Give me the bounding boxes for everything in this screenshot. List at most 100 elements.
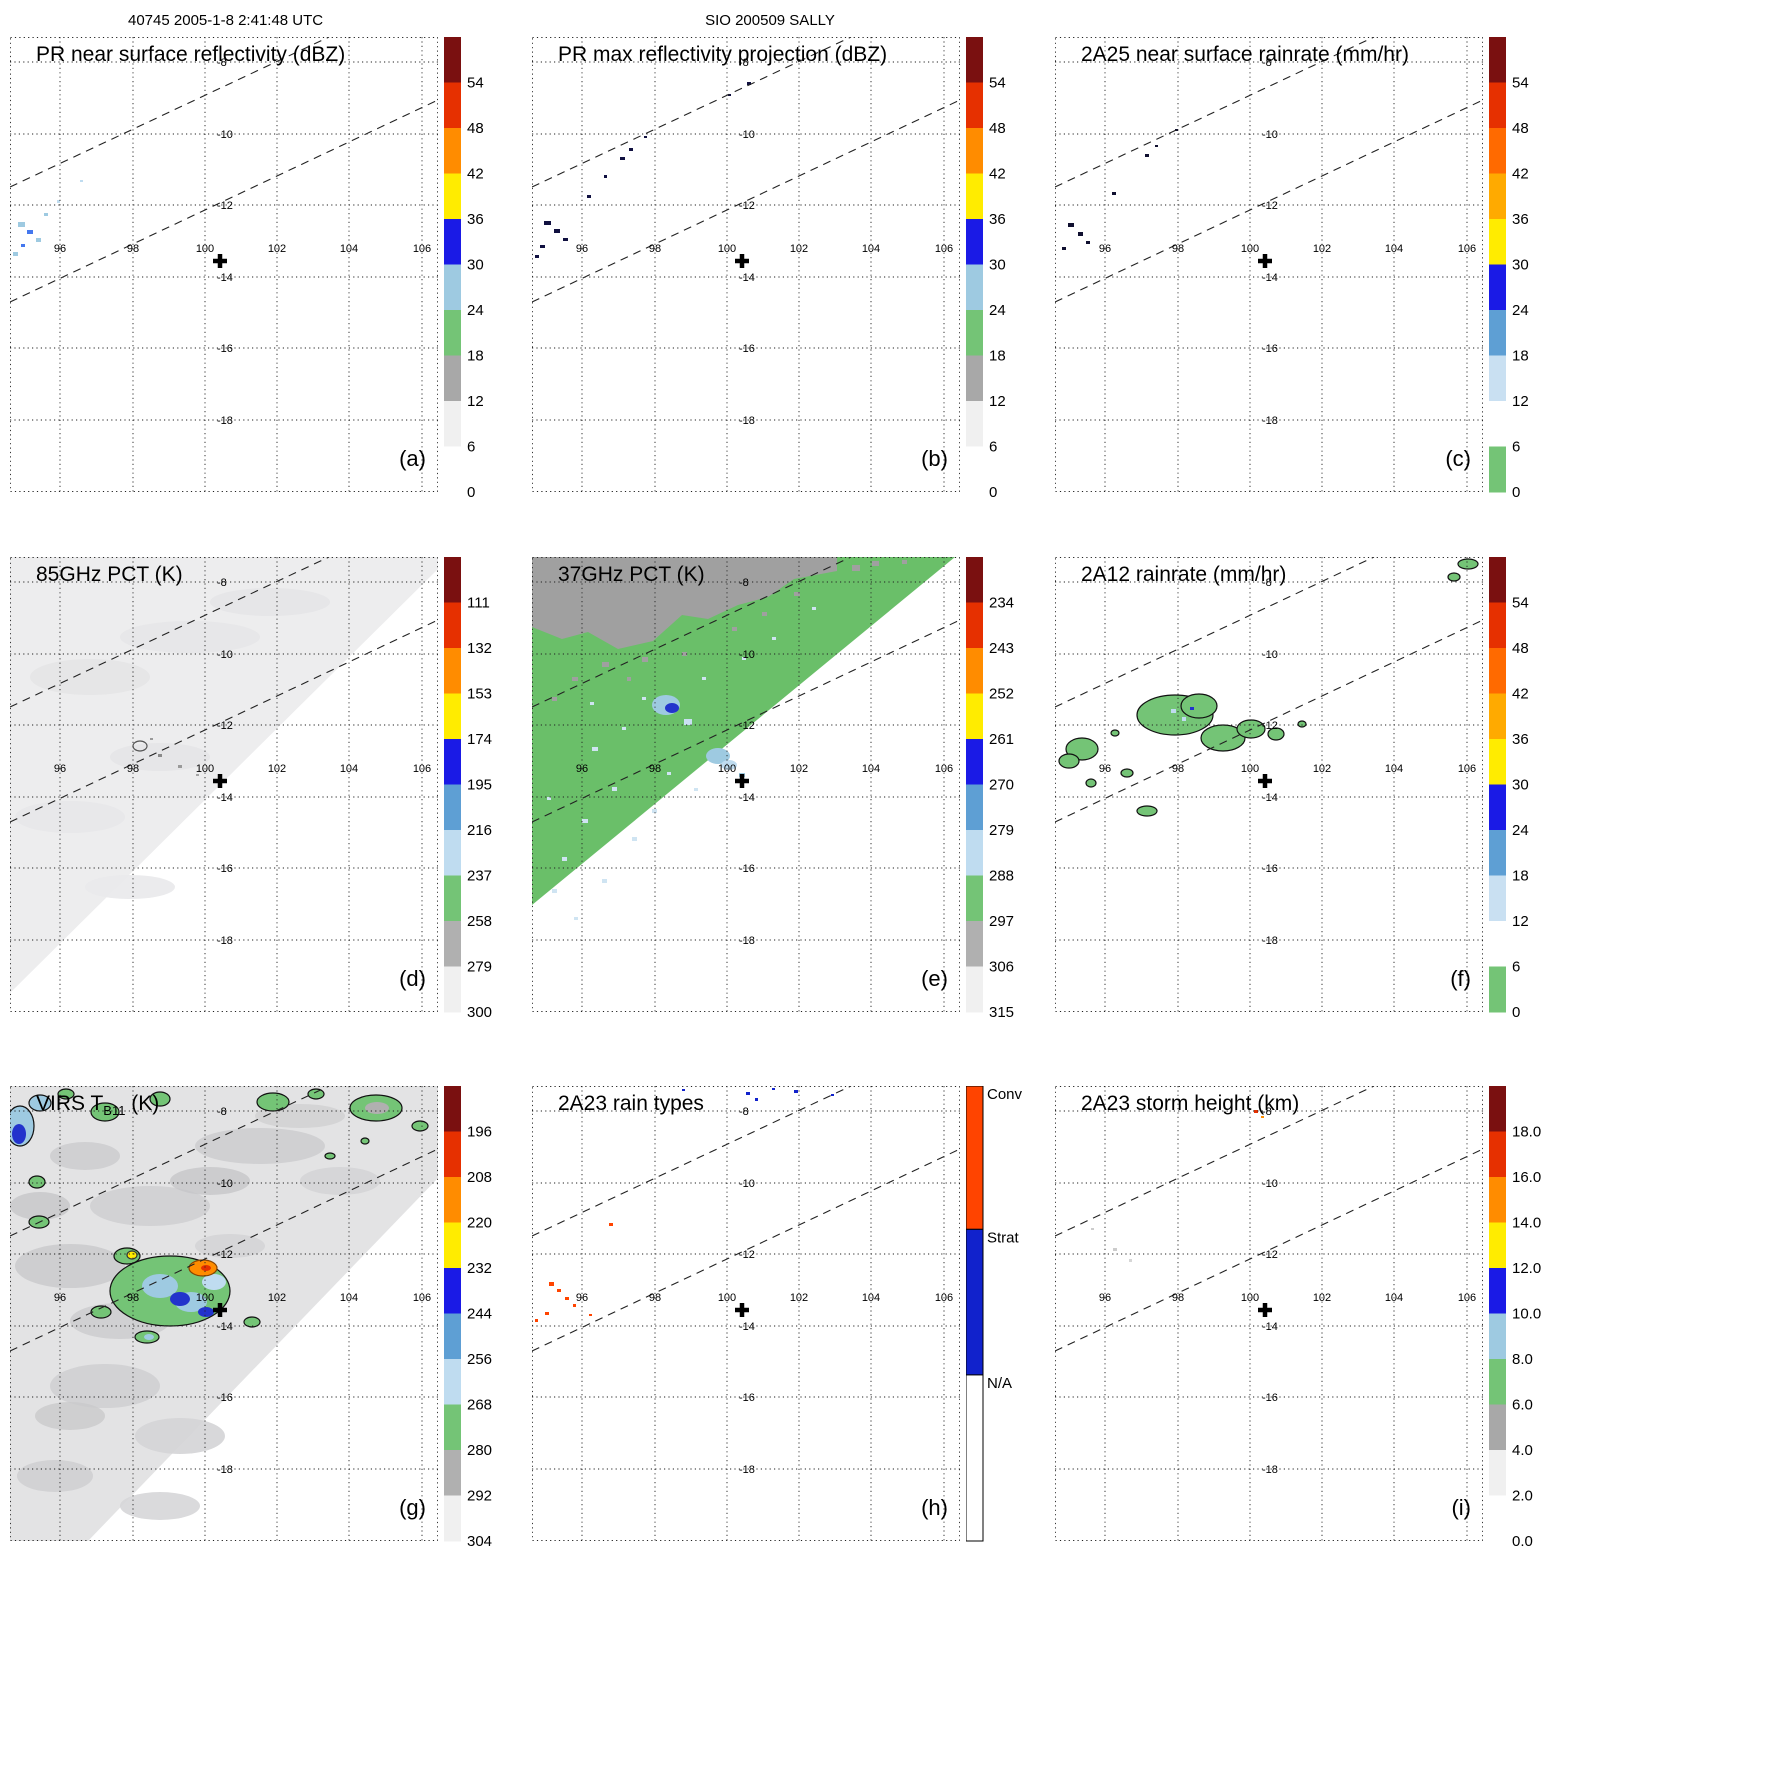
data-speck — [612, 787, 617, 791]
lon-tick-label: 102 — [1313, 1292, 1331, 1304]
colorbar-tick-label: 12 — [1512, 913, 1529, 930]
colorbar-band — [966, 1374, 984, 1542]
data-speck — [574, 917, 578, 920]
colorbar-tick-label: 48 — [989, 120, 1006, 137]
lat-tick-label: -12 — [217, 200, 233, 212]
swath-edge-dashed-line — [1055, 99, 1483, 303]
data-speck — [629, 148, 633, 151]
lon-tick-label: 106 — [1458, 243, 1476, 255]
data-speck — [563, 238, 568, 241]
colorbar-band — [444, 1313, 461, 1360]
colorbar-tick-label: 18 — [1512, 348, 1529, 365]
colorbar-tick-label: 24 — [1512, 822, 1529, 839]
colorbar-band — [444, 401, 461, 447]
lon-tick-label: 104 — [340, 763, 358, 775]
lon-tick-label: 104 — [862, 1292, 880, 1304]
data-speck — [547, 797, 551, 800]
data-speck — [150, 738, 153, 740]
panel-letter: (g) — [399, 1495, 426, 1520]
lon-tick-label: 96 — [576, 1292, 588, 1304]
data-blob — [30, 659, 150, 695]
data-blob — [135, 1418, 225, 1454]
colorbar-tick-label: 297 — [989, 913, 1014, 930]
lon-tick-label: 104 — [340, 1292, 358, 1304]
lon-tick-label: 96 — [1099, 243, 1111, 255]
lat-tick-label: -14 — [1262, 792, 1278, 804]
data-blob — [170, 1292, 190, 1306]
data-blob — [324, 1152, 336, 1160]
panel-f-map: 96 98 100 102 104 106 -8 -10 -12 -14 -16 -18 2A12 ra… — [1055, 557, 1483, 1012]
data-speck — [582, 819, 588, 823]
lat-tick-label: -18 — [1262, 415, 1278, 427]
lon-tick-label: 102 — [1313, 243, 1331, 255]
data-speck — [1190, 707, 1194, 710]
data-speck — [178, 765, 182, 768]
colorbar-tick-label: 292 — [467, 1488, 492, 1505]
swath-edge-dashed-line — [10, 1148, 438, 1352]
data-speck — [1261, 1116, 1264, 1118]
panel-a: 96 98 100 102 104 106 -8 -10 -12 -14 -16 -18 PR near… — [10, 37, 514, 509]
colorbar-band — [966, 264, 983, 311]
lat-tick-label: -8 — [1262, 577, 1272, 589]
data-speck — [642, 697, 646, 700]
colorbar-band — [966, 1086, 984, 1230]
data-blob — [35, 1402, 105, 1430]
colorbar-band — [444, 1450, 461, 1496]
data-speck — [572, 677, 578, 681]
lon-tick-label: 104 — [1385, 763, 1403, 775]
colorbar-band — [966, 693, 983, 740]
colorbar-tick-label: 54 — [1512, 75, 1529, 92]
colorbar-band — [444, 82, 461, 129]
lat-tick-label: -10 — [217, 129, 233, 141]
data-speck — [592, 747, 598, 751]
lon-tick-label: 100 — [196, 243, 214, 255]
data-speck — [21, 244, 25, 247]
swath-edge-dashed-line — [532, 557, 852, 708]
colorbar-band — [1489, 37, 1506, 83]
lon-tick-label: 96 — [576, 243, 588, 255]
colorbar-band — [1489, 921, 1506, 967]
colorbar-band — [1489, 82, 1506, 129]
colorbar-band — [1489, 1450, 1506, 1496]
lon-tick-label: 98 — [649, 243, 661, 255]
colorbar-tick-label: 36 — [1512, 211, 1529, 228]
lat-tick-label: -18 — [739, 935, 755, 947]
lat-tick-label: -8 — [217, 57, 227, 69]
data-speck — [80, 180, 83, 182]
data-blob — [120, 1492, 200, 1520]
colorbar-tick-label: 304 — [467, 1533, 492, 1550]
data-speck — [535, 255, 539, 258]
data-speck — [590, 702, 594, 705]
colorbar-band — [966, 219, 983, 265]
lat-tick-label: -12 — [217, 720, 233, 732]
lon-tick-label: 98 — [649, 763, 661, 775]
colorbar-band — [1489, 784, 1506, 831]
lat-tick-label: -12 — [1262, 200, 1278, 212]
data-speck — [627, 677, 631, 681]
colorbar-band — [1489, 739, 1506, 785]
data-blob — [132, 740, 148, 752]
lon-tick-label: 106 — [1458, 763, 1476, 775]
lon-tick-label: 104 — [1385, 1292, 1403, 1304]
data-blob — [665, 703, 679, 713]
lat-tick-label: -8 — [739, 57, 749, 69]
data-blob — [144, 1334, 154, 1340]
colorbar-tick-label: 18 — [467, 348, 484, 365]
data-speck — [545, 1312, 549, 1315]
data-blob — [28, 1094, 52, 1112]
storm-center-marker — [1258, 1303, 1272, 1317]
data-blob — [706, 748, 730, 764]
panel-letter: (h) — [921, 1495, 948, 1520]
colorbar-band — [1489, 830, 1506, 876]
panel-letter: (c) — [1445, 446, 1471, 471]
lon-tick-label: 98 — [1172, 763, 1184, 775]
panel-g: 96 98 100 102 104 106 -8 -10 -12 -14 -16 -18 VIRS TB… — [10, 1086, 514, 1558]
colorbar-band — [444, 310, 461, 356]
colorbar-band — [444, 739, 461, 785]
lat-tick-label: -18 — [1262, 1464, 1278, 1476]
lon-tick-label: 98 — [127, 1292, 139, 1304]
data-speck — [1068, 223, 1074, 227]
swath-edge-dashed-line — [1055, 1086, 1375, 1237]
colorbar-tick-label: 48 — [1512, 640, 1529, 657]
colorbar-band — [444, 1359, 461, 1405]
